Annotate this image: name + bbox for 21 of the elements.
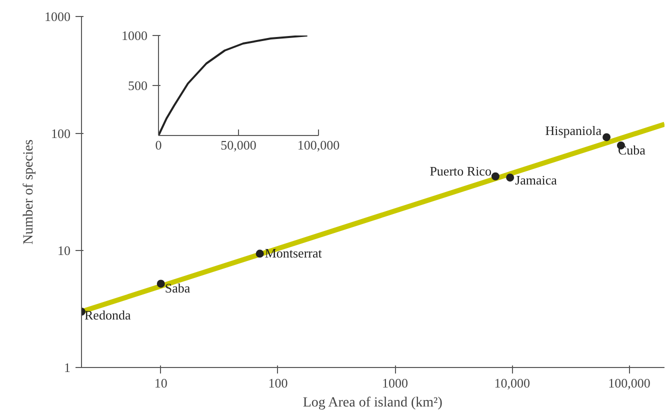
annotation: Hispaniola — [545, 123, 602, 138]
annotation: Puerto Rico — [430, 163, 492, 178]
annotation: Redonda — [84, 308, 131, 323]
x-tick-label: 100,000 — [608, 376, 650, 390]
x-tick-label: 10,000 — [494, 376, 530, 390]
x-tick-label: 100,000 — [297, 138, 340, 152]
y-tick-label: 100 — [51, 126, 70, 141]
annotation: Saba — [164, 280, 190, 296]
x-axis-title: Log Area of island (km²) — [302, 396, 443, 410]
annotation: Montserrat — [264, 246, 322, 261]
y-tick-label: 10 — [58, 243, 70, 258]
x-tick-label: 0 — [155, 138, 162, 152]
x-tick-label: 50,000 — [220, 138, 256, 152]
x-tick-label: 100 — [268, 376, 288, 390]
x-tick-label: 1000 — [382, 376, 408, 390]
y-tick-label: 1 — [64, 360, 70, 375]
y-tick-label: 1000 — [44, 9, 70, 24]
y-tick-label: 500 — [128, 78, 148, 93]
x-tick-label: 10 — [154, 376, 168, 390]
annotation: Jamaica — [515, 172, 558, 188]
y-axis-title: Number of species — [22, 140, 36, 244]
